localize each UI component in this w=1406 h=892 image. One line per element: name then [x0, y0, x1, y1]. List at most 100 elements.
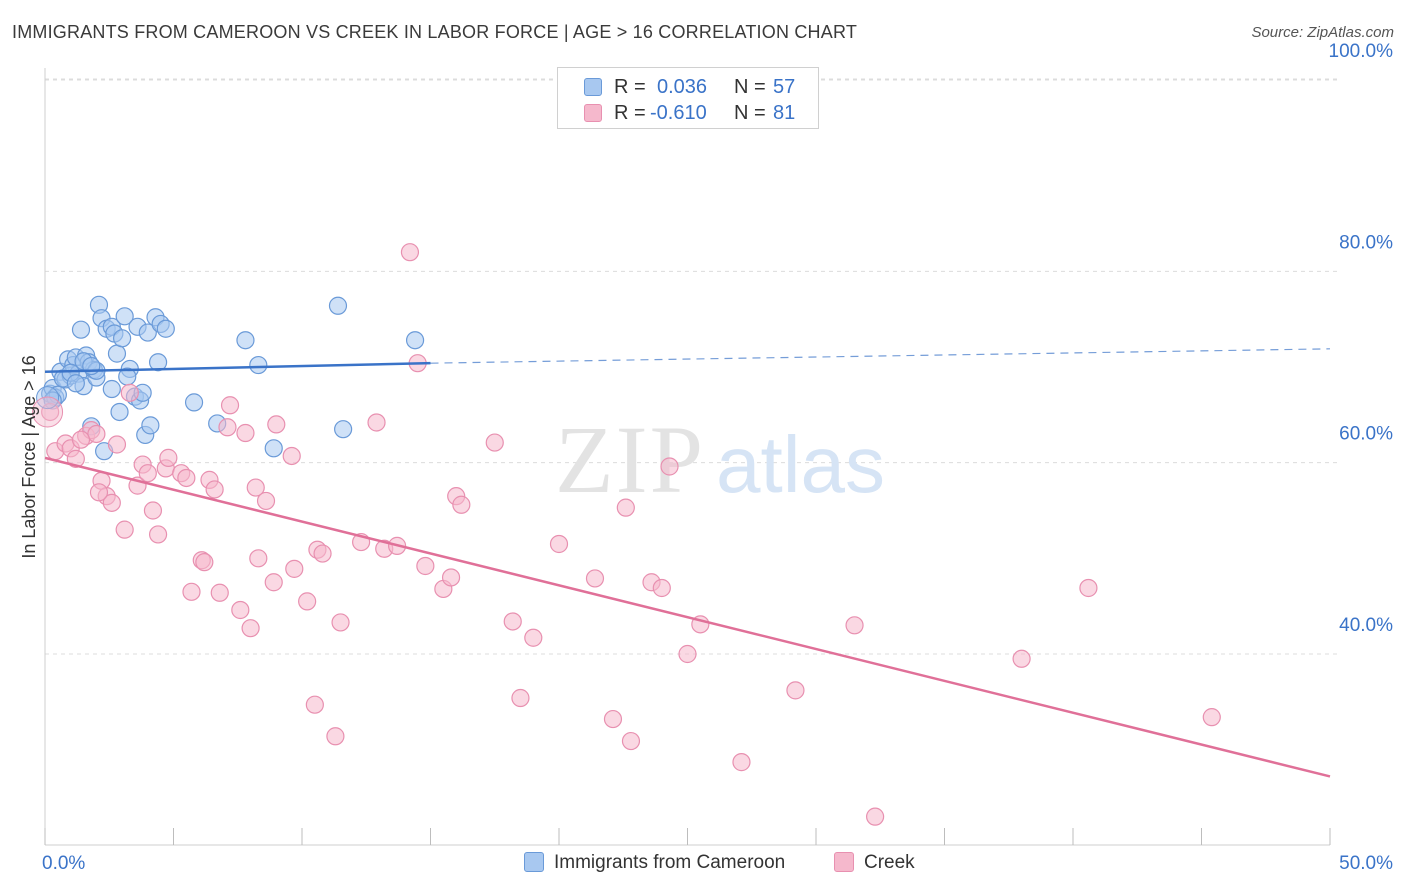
creek-point: [845, 616, 864, 635]
creek-point: [786, 681, 805, 700]
cameroon-point: [184, 393, 204, 412]
creek-point: [210, 583, 229, 602]
creek-point: [400, 243, 420, 262]
bottom-legend-creek: Creek: [834, 852, 915, 874]
legend-n-label: N =: [734, 102, 766, 124]
cameroon-trend-line: [44, 361, 431, 374]
cameroon-point: [148, 353, 168, 372]
bottom-legend-swatch-blue: [524, 852, 544, 872]
creek-point: [241, 619, 260, 638]
creek-point: [218, 418, 237, 437]
creek-point: [138, 464, 157, 483]
creek-point: [367, 413, 386, 432]
legend-r-label: R =: [614, 76, 646, 98]
creek-point: [115, 520, 134, 539]
creek-point: [678, 644, 697, 664]
creek-point: [256, 491, 276, 511]
trend-layer: [44, 348, 1331, 778]
cameroon-point: [115, 307, 134, 326]
creek-point: [89, 483, 109, 502]
cameroon-point: [138, 323, 157, 342]
creek-point: [585, 569, 605, 588]
creek-point: [1079, 578, 1098, 598]
y-tick-label: 40.0%: [1339, 615, 1393, 636]
creek-point: [331, 613, 350, 632]
legend-r-value: -0.610: [650, 102, 707, 124]
creek-point: [195, 553, 214, 572]
creek-point: [177, 468, 196, 488]
creek-point: [41, 402, 60, 422]
creek-point: [264, 573, 283, 592]
watermark-zip: ZIP: [555, 406, 705, 513]
creek-point: [231, 600, 250, 620]
creek-point: [182, 582, 201, 601]
creek-point: [249, 549, 268, 568]
x-tick-label-start: 0.0%: [42, 853, 85, 874]
legend-swatch-pink: [584, 104, 602, 122]
cameroon-point: [102, 379, 121, 399]
creek-point: [1202, 708, 1221, 727]
creek-point: [652, 578, 671, 598]
cameroon-point: [334, 420, 353, 439]
legend-r-label: R =: [614, 102, 646, 124]
legend-n-label: N =: [734, 76, 766, 98]
cameroon-point: [249, 355, 268, 375]
cameroon-point: [110, 402, 129, 422]
legend-swatch-blue: [584, 78, 602, 96]
creek-point: [326, 727, 345, 746]
cameroon-point: [107, 344, 127, 363]
creek-point: [503, 612, 522, 631]
y-axis-label: In Labor Force | Age > 16: [19, 355, 39, 558]
creek-point: [148, 525, 168, 544]
stats-legend: R = 0.036 N = 57 R = -0.610 N = 81: [557, 67, 819, 129]
creek-point: [220, 396, 240, 415]
labels-layer: 40.0% 60.0% 80.0% 100.0% 0.0% 50.0% In Labor F…: [19, 41, 1393, 874]
chart-title: IMMIGRANTS FROM CAMEROON VS CREEK IN LAB…: [12, 22, 858, 42]
creek-point: [71, 430, 91, 449]
creek-point: [102, 493, 121, 512]
bottom-legend-swatch-pink: [834, 852, 854, 872]
creek-point: [298, 592, 317, 611]
creek-point: [511, 688, 530, 708]
legend-r-value: 0.036: [657, 76, 708, 98]
creek-point: [143, 501, 163, 520]
cameroon-point: [405, 331, 425, 350]
creek-point: [66, 449, 85, 468]
creek-point: [660, 457, 679, 476]
creek-point: [416, 556, 435, 576]
watermark-atlas: atlas: [716, 420, 885, 509]
legend-n-value: 81: [773, 102, 796, 124]
bottom-legend-cameroon: Immigrants from Cameroon: [524, 852, 785, 874]
creek-point: [452, 495, 471, 514]
cameroon-point: [141, 416, 160, 435]
cameroon-point: [112, 329, 132, 348]
y-tick-label: 80.0%: [1339, 232, 1393, 253]
creek-point: [159, 448, 178, 467]
creek-point: [120, 383, 139, 402]
y-tick-label: 100.0%: [1329, 41, 1394, 62]
creek-point: [246, 478, 265, 497]
legend-row-creek: R = -0.610 N = 81: [558, 100, 818, 126]
creek-point: [616, 498, 635, 517]
cameroon-cluster-point: [36, 386, 60, 410]
creek-point: [87, 424, 106, 444]
creek-point: [285, 559, 304, 578]
creek-point: [305, 695, 324, 714]
creek-point: [313, 544, 332, 563]
creek-point: [603, 709, 623, 729]
bottom-legend-label: Creek: [864, 852, 915, 873]
watermark: ZIP atlas: [555, 406, 885, 513]
cameroon-point: [66, 374, 85, 393]
source-label: Source: ZipAtlas.com: [1251, 24, 1394, 41]
creek-point: [107, 435, 127, 454]
creek-point: [549, 534, 569, 554]
cameroon-trend-extension: [430, 348, 1331, 364]
y-tick-label: 60.0%: [1339, 424, 1393, 445]
bottom-legend-label: Immigrants from Cameroon: [554, 852, 786, 873]
creek-point: [621, 731, 641, 751]
axes-layer: [44, 68, 1331, 846]
creek-point: [485, 433, 504, 452]
points-layer: [32, 243, 1221, 826]
legend-n-value: 57: [773, 76, 796, 98]
